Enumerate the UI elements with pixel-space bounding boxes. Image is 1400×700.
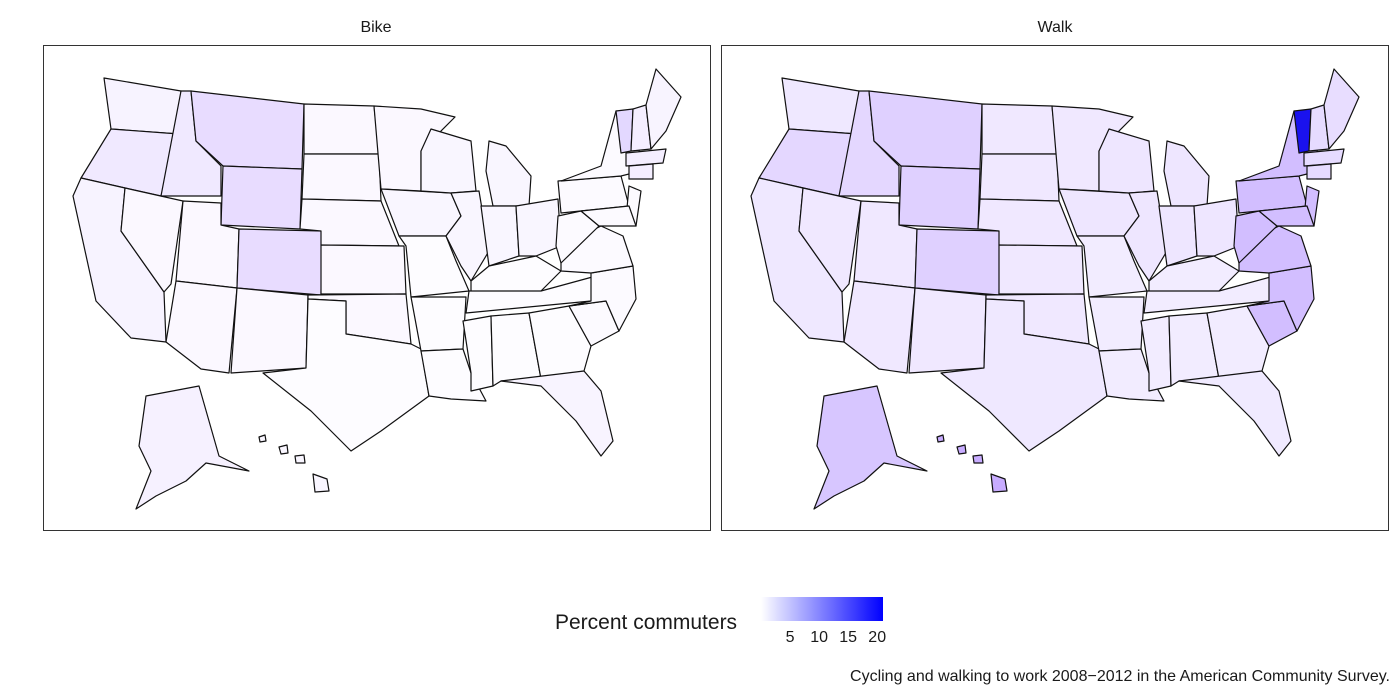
state-mississippi xyxy=(1140,315,1172,392)
state-hawaii xyxy=(312,473,330,493)
state-arkansas xyxy=(410,296,467,352)
state-nevada xyxy=(798,187,862,293)
state-ohio xyxy=(1193,198,1240,257)
state-illinois xyxy=(445,190,490,282)
state-massachusetts xyxy=(1303,148,1345,167)
state-indiana xyxy=(480,205,520,267)
state-colorado xyxy=(236,228,323,296)
state-wyoming xyxy=(898,165,981,230)
state-texas xyxy=(262,298,430,452)
state-maryland xyxy=(1258,205,1315,227)
state-south-dakota xyxy=(979,153,1060,202)
state-iowa xyxy=(380,188,462,237)
state-hawaii-islet-1 xyxy=(936,434,945,443)
state-mississippi xyxy=(462,315,494,392)
state-kansas xyxy=(320,244,407,295)
state-new-mexico xyxy=(908,287,987,374)
state-alaska xyxy=(813,385,928,510)
state-hawaii-islet-2 xyxy=(956,444,967,455)
state-arizona xyxy=(165,280,238,374)
state-florida xyxy=(500,370,614,457)
state-wisconsin xyxy=(1098,128,1155,194)
state-new-mexico xyxy=(230,287,309,374)
state-north-carolina xyxy=(1246,265,1315,332)
map-panel-bike xyxy=(43,45,711,531)
state-iowa xyxy=(1058,188,1140,237)
legend-color-bar xyxy=(761,597,883,621)
state-washington xyxy=(781,77,860,135)
state-maine xyxy=(645,68,682,150)
legend-tick-15: 15 xyxy=(839,629,858,646)
state-georgia xyxy=(1206,305,1270,380)
state-hawaii-islet-3 xyxy=(972,454,984,464)
state-hawaii-islet-1 xyxy=(258,434,267,443)
state-north-dakota xyxy=(981,103,1058,155)
state-michigan xyxy=(1163,140,1210,207)
legend-title: Percent commuters xyxy=(555,611,738,634)
state-maine xyxy=(1323,68,1360,150)
map-panel-walk xyxy=(721,45,1389,531)
state-georgia xyxy=(528,305,592,380)
state-massachusetts xyxy=(625,148,667,167)
state-hawaii xyxy=(990,473,1008,493)
state-washington xyxy=(103,77,182,135)
state-ohio xyxy=(515,198,562,257)
state-nevada xyxy=(120,187,184,293)
state-texas xyxy=(940,298,1108,452)
state-illinois xyxy=(1123,190,1168,282)
state-north-carolina xyxy=(568,265,637,332)
facet-title-walk: Walk xyxy=(1037,19,1073,36)
state-north-dakota xyxy=(303,103,380,155)
state-wyoming xyxy=(220,165,303,230)
color-legend: Percent commuters 5 10 15 20 xyxy=(555,596,895,652)
facet-title-bike: Bike xyxy=(360,19,392,36)
state-kansas xyxy=(998,244,1085,295)
state-colorado xyxy=(914,228,1001,296)
state-arkansas xyxy=(1088,296,1145,352)
state-alaska xyxy=(135,385,250,510)
state-michigan xyxy=(485,140,532,207)
state-maryland xyxy=(580,205,637,227)
state-arizona xyxy=(843,280,916,374)
state-florida xyxy=(1178,370,1292,457)
state-hawaii-islet-2 xyxy=(278,444,289,455)
state-wisconsin xyxy=(420,128,477,194)
state-hawaii-islet-3 xyxy=(294,454,306,464)
us-map-walk xyxy=(750,68,1360,510)
caption: Cycling and walking to work 2008−2012 in… xyxy=(850,668,1390,685)
state-connecticut xyxy=(1306,163,1332,180)
legend-tick-20: 20 xyxy=(868,629,887,646)
legend-tick-5: 5 xyxy=(785,629,795,646)
legend-tick-10: 10 xyxy=(810,629,828,646)
state-connecticut xyxy=(628,163,654,180)
state-louisiana xyxy=(420,348,487,402)
state-indiana xyxy=(1158,205,1198,267)
state-louisiana xyxy=(1098,348,1165,402)
state-south-dakota xyxy=(301,153,382,202)
us-map-bike xyxy=(72,68,682,510)
